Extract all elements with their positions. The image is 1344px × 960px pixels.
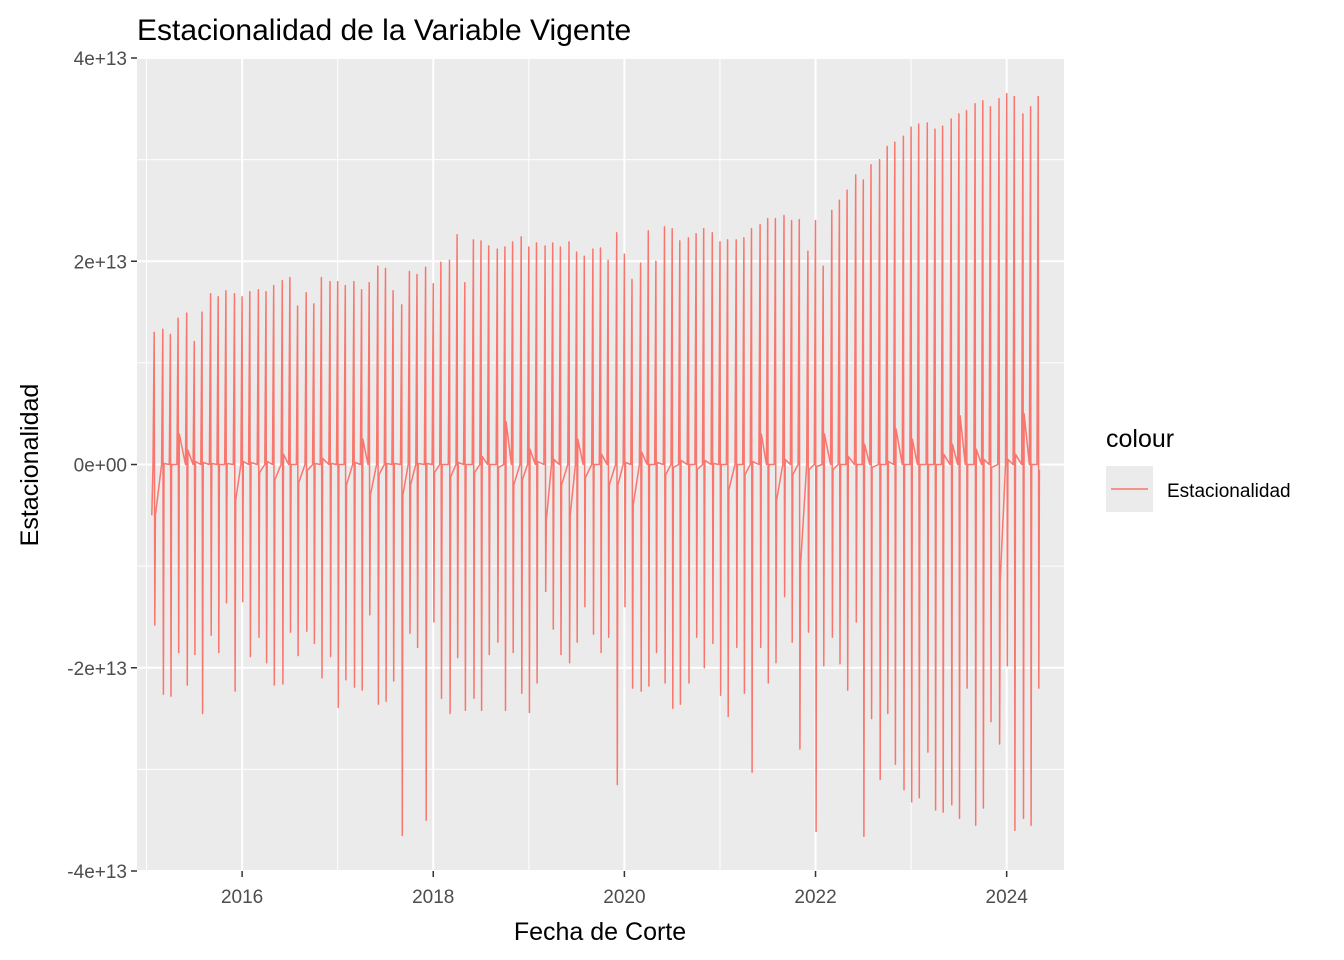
x-tick-label: 2016 — [221, 887, 263, 908]
y-tick-label: 2e+13 — [74, 252, 127, 273]
x-tick-label: 2020 — [603, 887, 645, 908]
x-axis-title: Fecha de Corte — [514, 918, 686, 946]
x-tick-label: 2018 — [412, 887, 454, 908]
series-layer — [151, 92, 1041, 838]
x-tick-label: 2024 — [986, 887, 1029, 908]
x-tick-label: 2022 — [794, 887, 836, 908]
y-tick-label: -2e+13 — [67, 659, 127, 680]
x-axis: 2016 2018 2020 2022 2024 — [221, 871, 1028, 908]
y-tick-label: 0e+00 — [74, 456, 127, 477]
legend-label: Estacionalidad — [1167, 481, 1291, 502]
y-tick-label: 4e+13 — [74, 49, 127, 70]
y-tick-label: -4e+13 — [67, 862, 127, 883]
y-axis: 4e+13 2e+13 0e+00 -2e+13 -4e+13 — [67, 49, 137, 883]
legend: colour Estacionalidad — [1106, 425, 1291, 512]
y-axis-title: Estacionalidad — [16, 384, 44, 547]
chart-title: Estacionalidad de la Variable Vigente — [137, 14, 631, 47]
legend-title: colour — [1106, 425, 1174, 453]
series-line — [151, 92, 1041, 838]
